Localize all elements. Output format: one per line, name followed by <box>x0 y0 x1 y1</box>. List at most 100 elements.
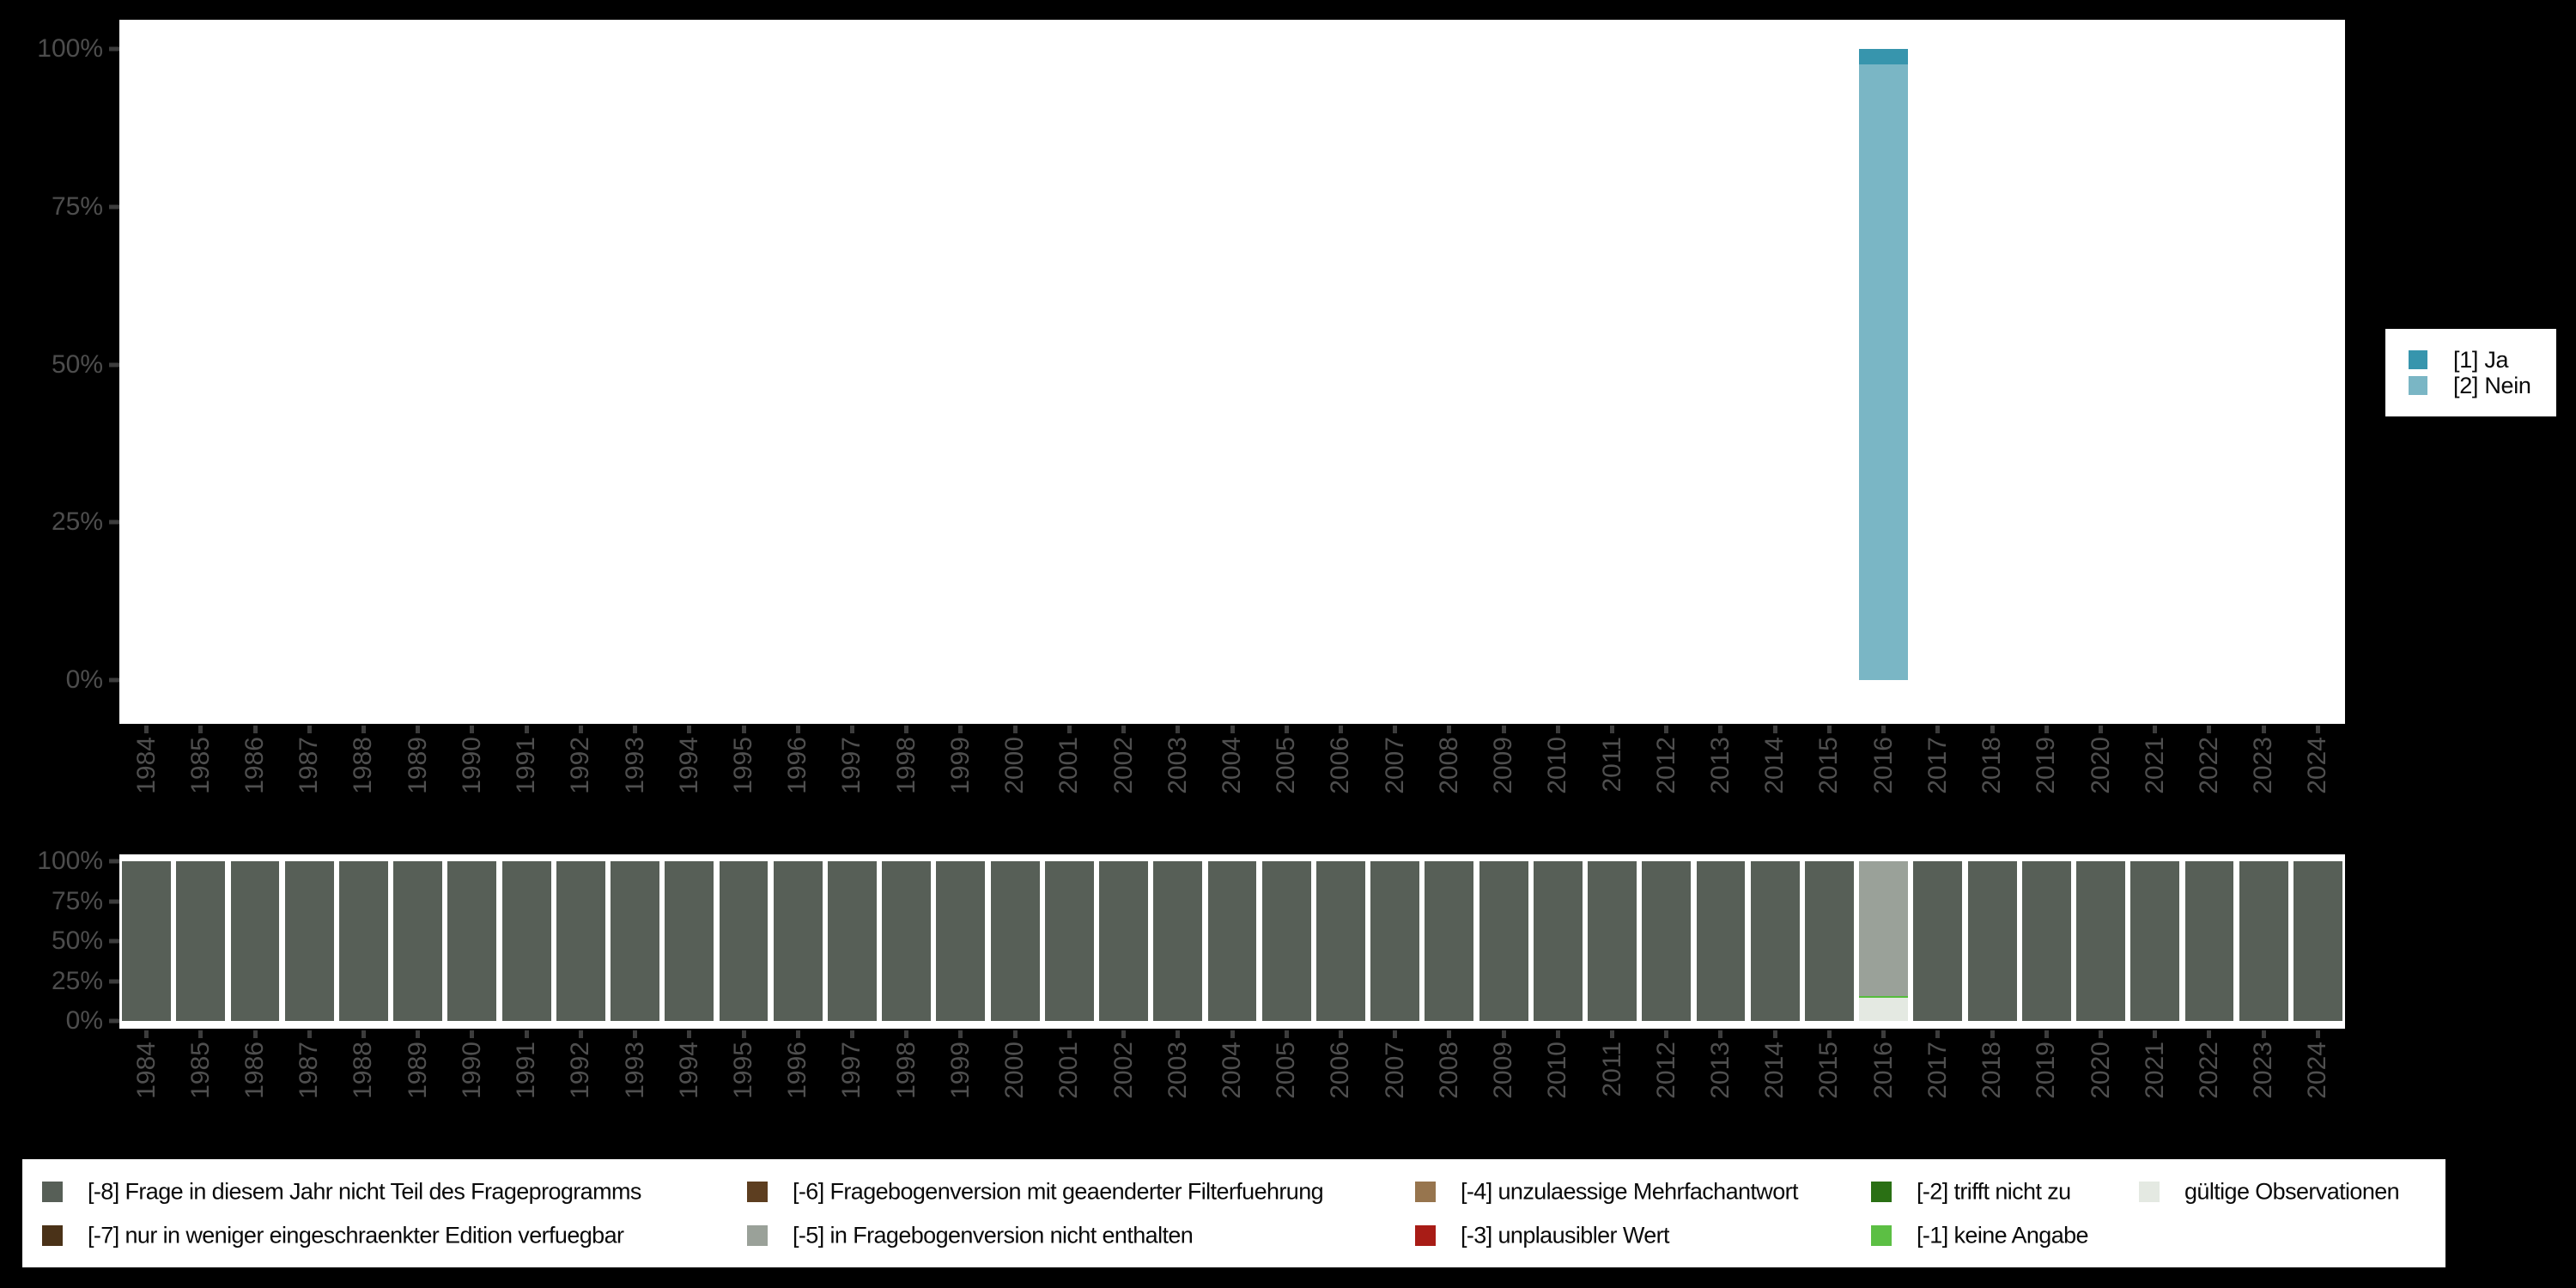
x-axis-label: 2020 <box>2074 1042 2128 1121</box>
x-axis-label: 2006 <box>1314 1042 1368 1121</box>
x-axis-label: 1992 <box>554 1042 608 1121</box>
legend-swatch <box>1871 1182 1892 1202</box>
x-axis-label-text: 2023 <box>2249 1042 2278 1099</box>
x-axis-label: 2004 <box>1205 1042 1259 1121</box>
x-tick <box>1338 726 1343 733</box>
x-axis-label: 1990 <box>445 737 499 816</box>
x-axis-label: 2013 <box>1693 1042 1747 1121</box>
x-axis-label: 2005 <box>1260 737 1314 816</box>
x-axis-label-text: 2014 <box>1760 737 1789 794</box>
x-axis-label: 2014 <box>1748 1042 1802 1121</box>
x-axis-label: 2008 <box>1422 737 1476 816</box>
legend-label: [-3] unplausibler Wert <box>1461 1222 1670 1249</box>
legend-swatch <box>1871 1225 1892 1246</box>
legend-label: [-6] Fragebogenversion mit geaenderter F… <box>793 1178 1324 1205</box>
x-tick <box>1881 726 1886 733</box>
x-tick <box>524 726 529 733</box>
x-axis-label-text: 1996 <box>783 737 812 794</box>
x-axis-label: 2020 <box>2074 737 2128 816</box>
bar-segment <box>1207 861 1257 1021</box>
x-axis-label: 1999 <box>933 737 987 816</box>
bar-segment <box>230 861 280 1021</box>
x-tick <box>198 726 204 733</box>
y-tick <box>109 677 119 683</box>
x-tick <box>1121 1030 1127 1038</box>
x-tick <box>2044 1030 2049 1038</box>
x-tick <box>1772 1030 1777 1038</box>
legend-label: [-5] in Fragebogenversion nicht enthalte… <box>793 1222 1194 1249</box>
x-axis-label: 1989 <box>391 1042 445 1121</box>
x-axis-label: 1995 <box>716 1042 770 1121</box>
x-tick <box>1284 1030 1289 1038</box>
bar-segment <box>1315 861 1365 1021</box>
x-axis-label-text: 1986 <box>240 737 270 794</box>
bar-segment <box>393 861 443 1021</box>
x-axis-label: 2009 <box>1476 737 1530 816</box>
x-axis-label: 1987 <box>283 737 337 816</box>
bar-segment <box>1261 861 1311 1021</box>
x-tick <box>633 1030 638 1038</box>
x-axis-label: 1986 <box>228 1042 282 1121</box>
bar-segment <box>828 861 877 1021</box>
bar-segment <box>1153 861 1203 1021</box>
x-axis-label-text: 1996 <box>783 1042 812 1099</box>
x-axis-label: 2006 <box>1314 737 1368 816</box>
x-tick <box>1176 1030 1181 1038</box>
bar-segment <box>665 861 714 1021</box>
x-axis-label: 1998 <box>879 737 933 816</box>
x-axis-label-text: 1995 <box>729 737 758 794</box>
x-axis-label: 2009 <box>1476 1042 1530 1121</box>
x-tick <box>2099 726 2103 733</box>
y-axis-label: 25% <box>51 507 103 537</box>
y-axis-label: 50% <box>51 349 103 379</box>
x-axis-label: 1988 <box>337 737 391 816</box>
x-axis-label-text: 2011 <box>1597 1042 1626 1097</box>
bar-segment <box>1425 861 1474 1021</box>
x-tick <box>1990 726 1995 733</box>
x-axis-label-text: 2023 <box>2249 737 2278 794</box>
bar-segment <box>2130 861 2180 1021</box>
x-axis-label-text: 2020 <box>2086 1042 2115 1099</box>
x-axis-label-text: 2019 <box>2032 1042 2061 1099</box>
x-axis-label-text: 2021 <box>2140 737 2169 794</box>
x-axis-label-text: 1997 <box>837 737 866 794</box>
y-tick <box>109 519 119 525</box>
bottom-chart-plot-area <box>119 854 2345 1029</box>
x-axis-label-text: 1984 <box>131 737 161 794</box>
x-axis-label-text: 2000 <box>1000 1042 1030 1099</box>
x-tick <box>1284 726 1289 733</box>
x-tick <box>2099 1030 2103 1038</box>
x-axis-label-text: 2017 <box>1923 737 1952 794</box>
x-tick <box>1610 726 1615 733</box>
legend-swatch <box>1415 1225 1436 1246</box>
x-axis-label-text: 2015 <box>1814 737 1844 794</box>
x-axis-label-text: 2024 <box>2303 737 2332 794</box>
x-axis-label: 1984 <box>119 737 173 816</box>
y-axis-label: 50% <box>51 927 103 955</box>
x-axis-label: 2015 <box>1802 1042 1856 1121</box>
x-axis-label-text: 2000 <box>1000 737 1030 794</box>
x-axis-label-text: 1991 <box>512 737 541 794</box>
x-tick <box>1935 1030 1941 1038</box>
legend-swatch <box>42 1182 63 1202</box>
y-axis-label: 25% <box>51 966 103 995</box>
y-axis-label: 100% <box>37 34 103 63</box>
x-axis-label: 2019 <box>2020 737 2074 816</box>
x-tick <box>252 726 258 733</box>
x-axis-label: 2004 <box>1205 737 1259 816</box>
bar-segment <box>1479 861 1528 1021</box>
x-axis-label-text: 2001 <box>1054 737 1084 794</box>
x-axis-label: 1991 <box>500 1042 554 1121</box>
x-tick <box>741 726 746 733</box>
x-tick <box>1501 1030 1506 1038</box>
bar-segment <box>2184 861 2234 1021</box>
x-tick <box>144 1030 149 1038</box>
x-axis-label-text: 1998 <box>891 1042 920 1099</box>
x-axis-label-text: 1984 <box>131 1042 161 1099</box>
x-axis-label: 2017 <box>1911 737 1965 816</box>
x-axis-label-text: 1990 <box>457 737 486 794</box>
y-tick <box>109 899 119 903</box>
x-tick <box>1881 1030 1886 1038</box>
bar-segment <box>1967 861 2017 1021</box>
x-axis-label-text: 1999 <box>945 1042 975 1099</box>
